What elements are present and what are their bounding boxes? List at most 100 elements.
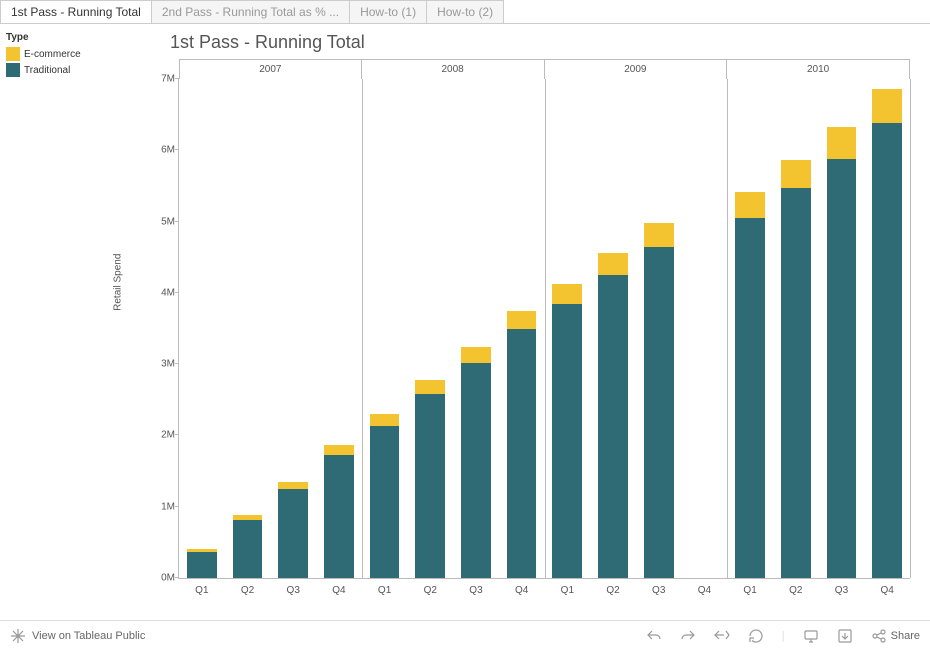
- bar[interactable]: [187, 79, 217, 578]
- bar[interactable]: [552, 79, 582, 578]
- bar-segment-traditional: [507, 329, 537, 578]
- bar-segment-traditional: [233, 520, 263, 578]
- footer-toolbar: View on Tableau Public | Share: [0, 620, 930, 650]
- bar-segment-ecommerce: [644, 223, 674, 247]
- bar-segment-traditional: [644, 247, 674, 578]
- plot: 20072008200920100M1M2M3M4M5M6M7MQ1Q2Q3Q4…: [178, 79, 910, 579]
- bar[interactable]: [507, 79, 537, 578]
- y-tick-mark: [175, 434, 179, 435]
- y-tick-mark: [175, 221, 179, 222]
- plot-wrap: Retail Spend 20072008200920100M1M2M3M4M5…: [128, 59, 910, 609]
- tabs-bar: 1st Pass - Running Total2nd Pass - Runni…: [0, 0, 930, 24]
- bar[interactable]: [233, 79, 263, 578]
- bar-segment-traditional: [872, 123, 902, 578]
- legend-item-label: Traditional: [24, 65, 70, 76]
- x-tick-label: Q3: [287, 585, 300, 596]
- x-tick-label: Q4: [880, 585, 893, 596]
- bar-segment-ecommerce: [415, 380, 445, 394]
- tab-2[interactable]: How-to (1): [349, 0, 427, 23]
- y-tick-mark: [175, 292, 179, 293]
- refresh-icon[interactable]: [748, 628, 764, 644]
- chart-area: 1st Pass - Running Total Retail Spend 20…: [110, 24, 930, 620]
- bar[interactable]: [735, 79, 765, 578]
- legend: Type E-commerce Traditional: [0, 24, 110, 620]
- x-tick-label: Q3: [835, 585, 848, 596]
- bar[interactable]: [598, 79, 628, 578]
- bar-segment-ecommerce: [461, 347, 491, 363]
- bar[interactable]: [415, 79, 445, 578]
- y-tick-label: 6M: [139, 145, 175, 156]
- bar-segment-ecommerce: [324, 445, 354, 455]
- download-icon[interactable]: [837, 628, 853, 644]
- y-tick-label: 2M: [139, 430, 175, 441]
- bar-segment-ecommerce: [827, 127, 857, 158]
- bar-segment-traditional: [415, 394, 445, 578]
- y-tick-mark: [175, 78, 179, 79]
- x-tick-label: Q2: [424, 585, 437, 596]
- bar-segment-ecommerce: [598, 253, 628, 275]
- bar-segment-ecommerce: [552, 284, 582, 305]
- legend-title: Type: [6, 32, 104, 43]
- year-header: 2008: [362, 59, 545, 79]
- bar-segment-ecommerce: [872, 89, 902, 123]
- x-tick-label: Q3: [469, 585, 482, 596]
- bar-segment-traditional: [370, 426, 400, 578]
- bar-segment-ecommerce: [233, 515, 263, 520]
- y-tick-label: 1M: [139, 501, 175, 512]
- y-tick-label: 7M: [139, 74, 175, 85]
- x-tick-label: Q4: [698, 585, 711, 596]
- divider: |: [782, 630, 785, 642]
- year-separator: [362, 79, 363, 578]
- x-tick-label: Q4: [515, 585, 528, 596]
- redo-icon[interactable]: [680, 628, 696, 644]
- replay-icon[interactable]: [714, 628, 730, 644]
- undo-icon[interactable]: [646, 628, 662, 644]
- year-header: 2007: [179, 59, 362, 79]
- legend-item-0[interactable]: E-commerce: [6, 47, 104, 61]
- tab-0[interactable]: 1st Pass - Running Total: [0, 0, 152, 23]
- device-preview-icon[interactable]: [803, 628, 819, 644]
- y-tick-mark: [175, 577, 179, 578]
- bar-segment-ecommerce: [507, 311, 537, 330]
- bar[interactable]: [872, 79, 902, 578]
- bar[interactable]: [781, 79, 811, 578]
- legend-swatch-icon: [6, 63, 20, 77]
- tab-3[interactable]: How-to (2): [426, 0, 504, 23]
- bar[interactable]: [644, 79, 674, 578]
- y-tick-mark: [175, 506, 179, 507]
- x-tick-label: Q1: [378, 585, 391, 596]
- bar-segment-traditional: [278, 489, 308, 578]
- y-tick-label: 0M: [139, 573, 175, 584]
- x-tick-label: Q2: [606, 585, 619, 596]
- x-tick-label: Q1: [195, 585, 208, 596]
- main-area: Type E-commerce Traditional 1st Pass - Ru…: [0, 24, 930, 620]
- view-on-public-link[interactable]: View on Tableau Public: [10, 628, 145, 644]
- year-separator: [727, 79, 728, 578]
- x-tick-label: Q3: [652, 585, 665, 596]
- x-tick-label: Q2: [241, 585, 254, 596]
- legend-item-label: E-commerce: [24, 49, 81, 60]
- bar[interactable]: [370, 79, 400, 578]
- x-tick-label: Q4: [332, 585, 345, 596]
- y-tick-label: 5M: [139, 216, 175, 227]
- legend-item-1[interactable]: Traditional: [6, 63, 104, 77]
- year-header: 2010: [727, 59, 910, 79]
- x-tick-label: Q1: [743, 585, 756, 596]
- bar[interactable]: [461, 79, 491, 578]
- bar-segment-traditional: [827, 159, 857, 578]
- bar[interactable]: [324, 79, 354, 578]
- tab-1[interactable]: 2nd Pass - Running Total as % ...: [151, 0, 350, 23]
- bar-segment-traditional: [598, 275, 628, 578]
- chart-title: 1st Pass - Running Total: [170, 32, 910, 53]
- bar-segment-ecommerce: [781, 160, 811, 189]
- bar-segment-traditional: [461, 363, 491, 578]
- share-button[interactable]: Share: [871, 628, 920, 644]
- bar[interactable]: [278, 79, 308, 578]
- bar-segment-ecommerce: [187, 549, 217, 552]
- bar-segment-traditional: [552, 304, 582, 578]
- bar[interactable]: [827, 79, 857, 578]
- share-label: Share: [891, 630, 920, 642]
- year-separator: [910, 79, 911, 578]
- year-header: 2009: [545, 59, 728, 79]
- y-tick-mark: [175, 149, 179, 150]
